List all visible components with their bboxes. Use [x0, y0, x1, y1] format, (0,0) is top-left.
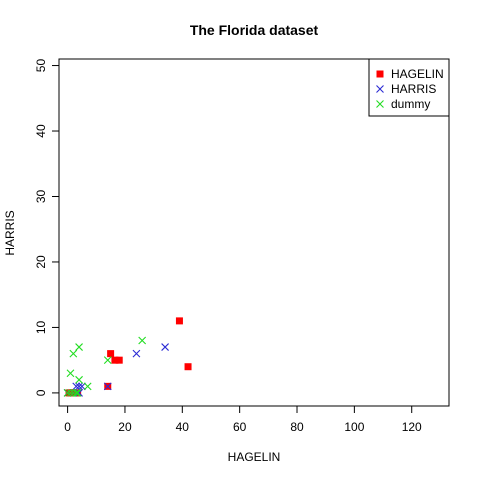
data-point — [115, 356, 123, 364]
data-point — [132, 349, 141, 358]
data-point — [103, 382, 112, 391]
data-point — [66, 369, 75, 378]
y-tick-label: 50 — [34, 59, 48, 73]
x-tick-label: 20 — [118, 420, 132, 434]
data-points — [63, 317, 192, 397]
x-tick-label: 40 — [176, 420, 190, 434]
y-axis-label: HARRIS — [3, 210, 17, 255]
data-point — [73, 389, 82, 397]
y-tick-label: 20 — [34, 255, 48, 269]
legend-marker-dummy — [376, 100, 384, 108]
data-point — [72, 389, 81, 397]
legend-marker-hagelin — [376, 70, 384, 78]
x-tick-label: 80 — [290, 420, 304, 434]
data-point — [75, 343, 83, 351]
data-point — [138, 336, 147, 345]
x-tick-label: 60 — [233, 420, 247, 434]
y-tick-label: 40 — [34, 124, 48, 138]
y-tick-label: 10 — [34, 320, 48, 334]
data-point — [63, 389, 72, 397]
data-point — [83, 382, 92, 391]
x-tick-label: 0 — [64, 420, 71, 434]
x-tick-label: 100 — [344, 420, 364, 434]
data-point — [75, 375, 83, 384]
data-point — [184, 363, 192, 371]
series-dummy — [63, 336, 147, 397]
data-point — [103, 356, 112, 365]
legend-label-harris: HARRIS — [391, 82, 436, 96]
x-axis: 0 20 40 60 80 100 120 — [64, 405, 422, 434]
legend-marker-harris — [376, 85, 384, 93]
x-axis-label: HAGELIN — [228, 450, 281, 464]
data-point — [66, 389, 75, 397]
data-point — [72, 382, 81, 391]
data-point — [71, 389, 79, 397]
data-point — [75, 382, 83, 391]
x-tick-label: 120 — [402, 420, 422, 434]
data-point — [69, 349, 78, 358]
data-point — [78, 382, 86, 391]
data-point — [75, 389, 83, 397]
legend-label-hagelin: HAGELIN — [391, 67, 444, 81]
y-tick-label: 30 — [34, 189, 48, 203]
data-point — [175, 317, 183, 325]
legend-label-dummy: dummy — [391, 97, 430, 111]
data-point — [111, 356, 119, 364]
data-point — [161, 343, 169, 351]
series-harris — [63, 343, 169, 397]
data-point — [107, 350, 115, 358]
chart-title: The Florida dataset — [190, 22, 319, 38]
y-axis: 0 10 20 30 40 50 — [34, 59, 60, 396]
y-tick-label: 0 — [34, 389, 48, 396]
